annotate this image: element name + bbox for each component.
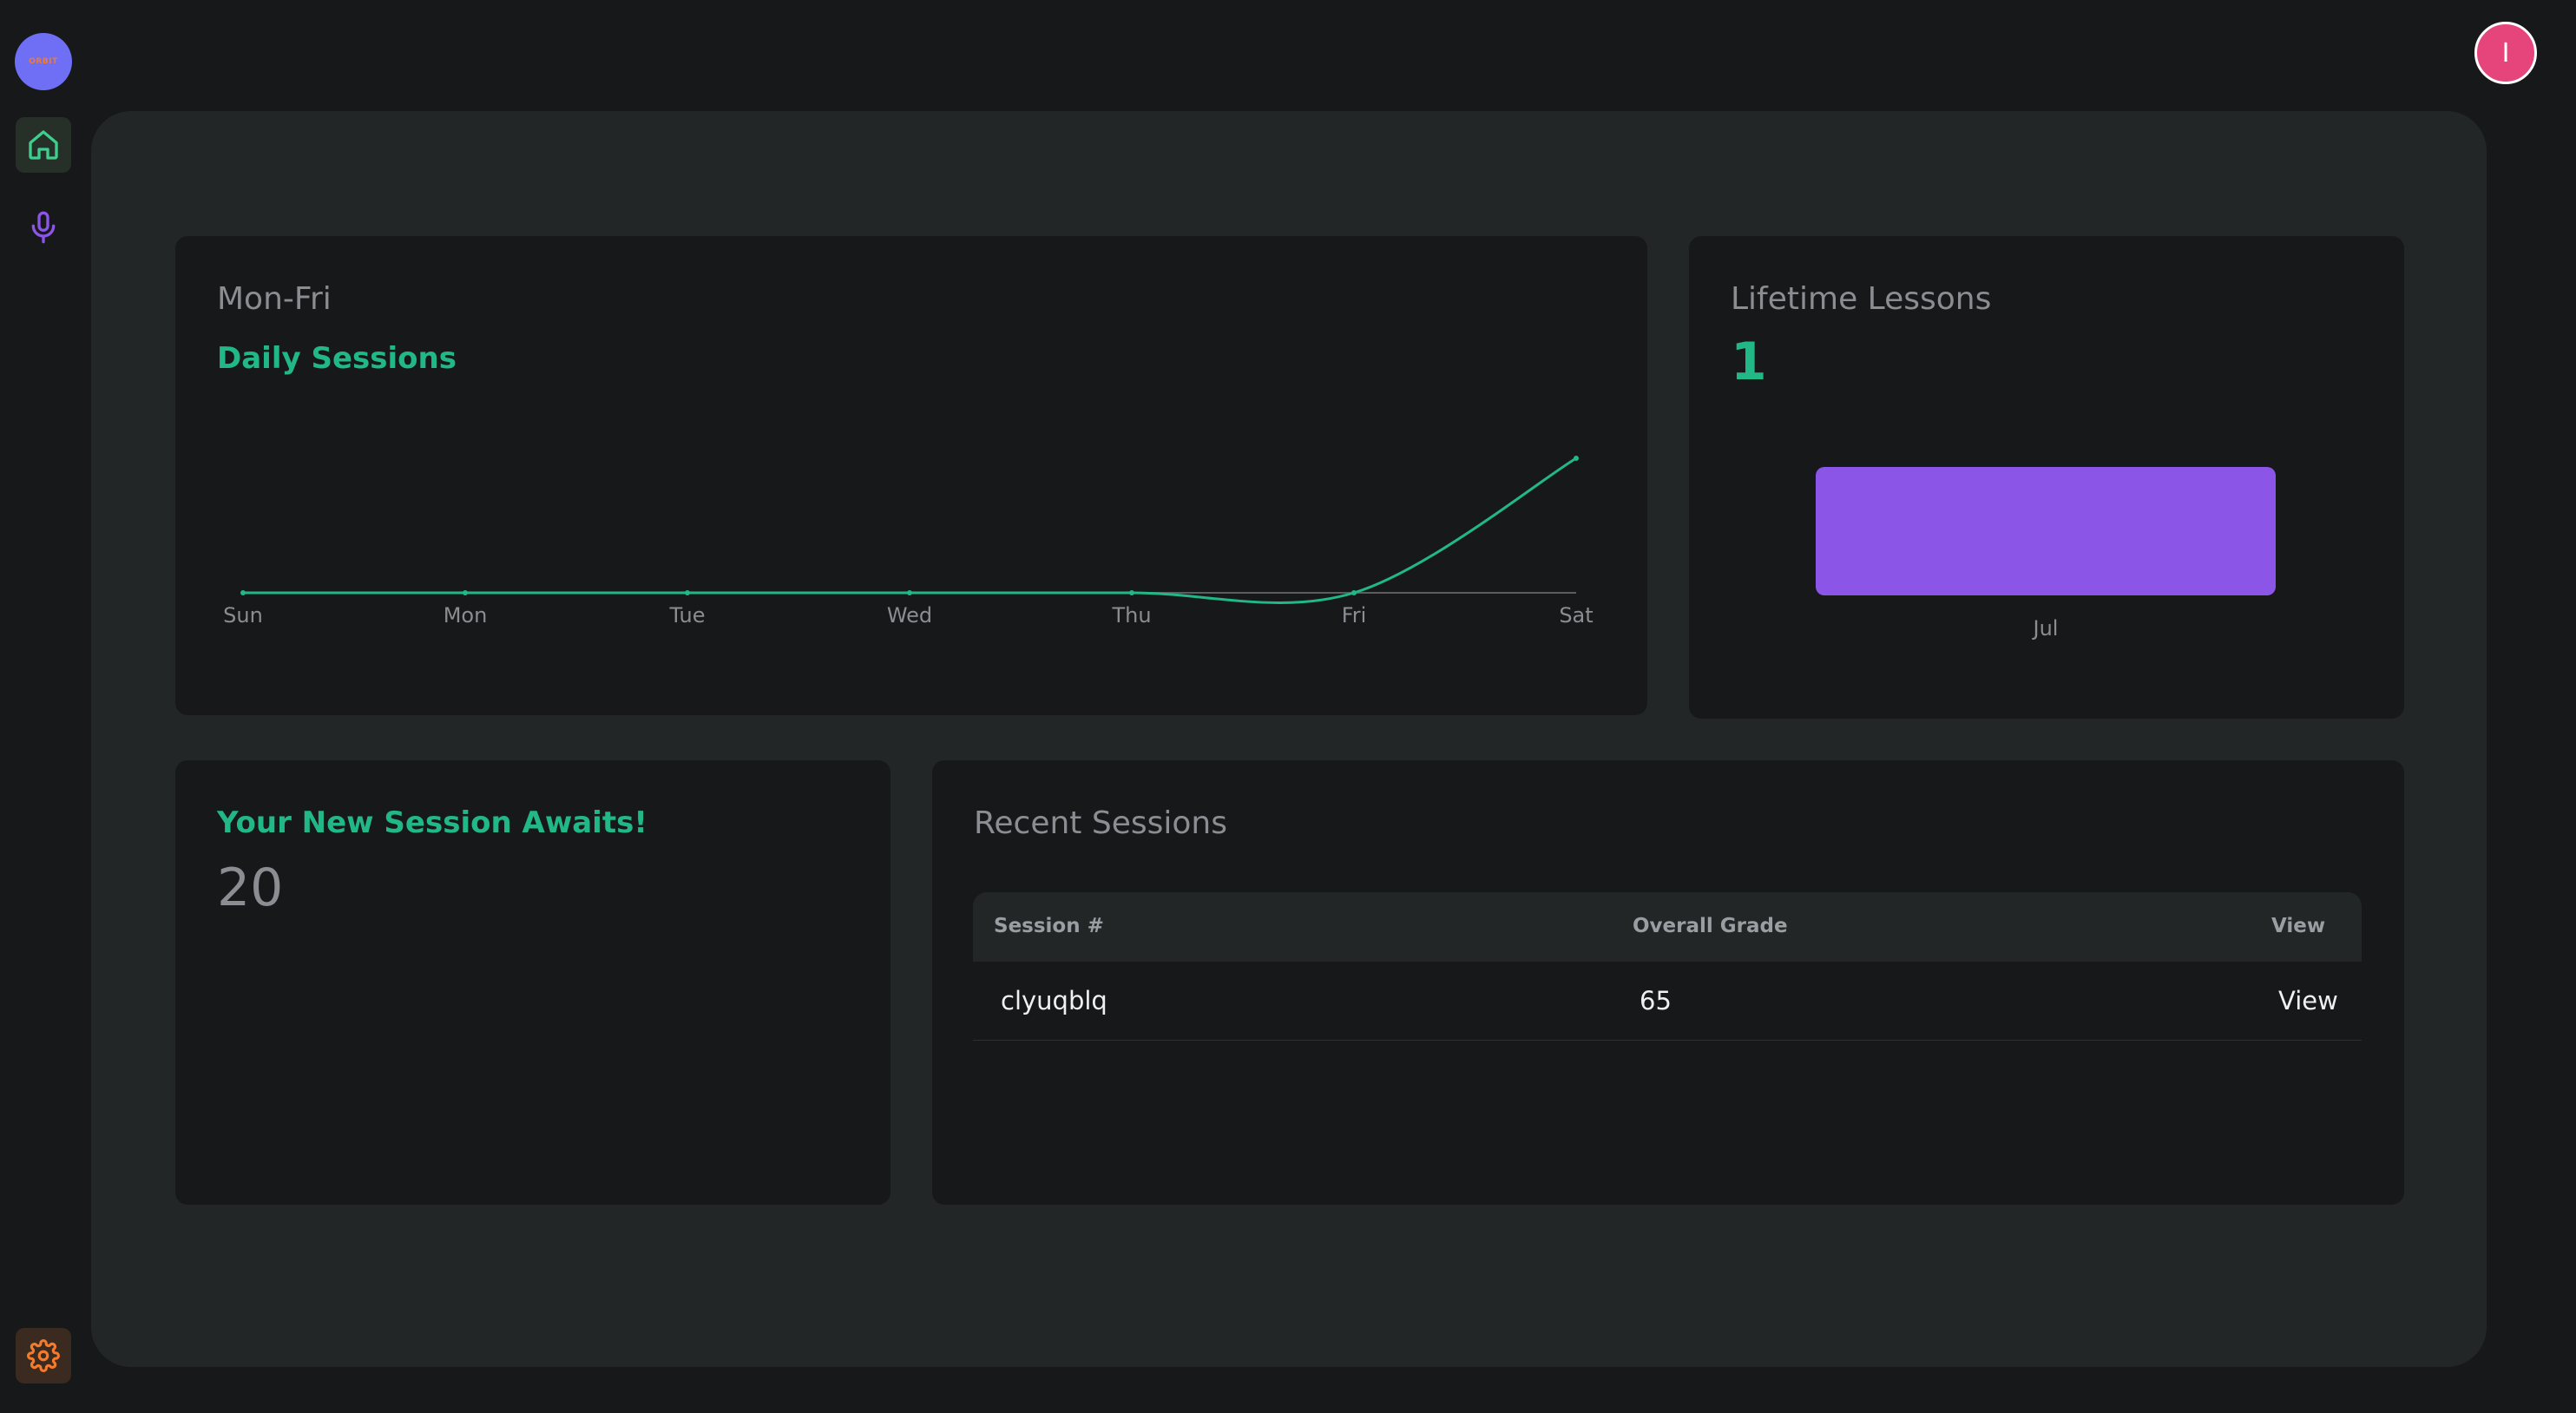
table-header: Session # Overall Grade View <box>973 892 2362 962</box>
table-row[interactable]: clyuqblq 65 View <box>973 962 2362 1041</box>
column-header-view: View <box>2271 915 2326 937</box>
x-tick-label-sun: Sun <box>223 603 263 628</box>
lifetime-value: 1 <box>1731 332 1767 392</box>
data-point-mon <box>463 590 468 595</box>
data-point-wed <box>907 590 912 595</box>
avatar-initial: I <box>2501 37 2510 69</box>
daily-subtitle: Mon-Fri <box>217 281 332 317</box>
sidebar-item-settings[interactable] <box>16 1328 71 1383</box>
session-id-cell: clyuqblq <box>1001 986 1107 1015</box>
x-tick-label-wed: Wed <box>887 603 932 628</box>
bar-jul <box>1816 467 2276 595</box>
data-point-tue <box>685 590 690 595</box>
home-icon <box>29 130 58 160</box>
data-point-thu <box>1129 590 1134 595</box>
x-tick-label-tue: Tue <box>669 603 706 628</box>
recent-sessions-card: Recent Sessions Session # Overall Grade … <box>932 760 2404 1205</box>
data-point-sat <box>1574 456 1579 461</box>
new-session-card: Your New Session Awaits! 20 <box>175 760 890 1205</box>
microphone-icon <box>31 211 56 244</box>
new-session-title: Your New Session Awaits! <box>217 805 647 840</box>
daily-sessions-chart: Sun Mon Tue Wed Thu Fri Sat <box>223 456 1594 628</box>
daily-sessions-line <box>242 457 1577 604</box>
sidebar: ORBIT <box>0 0 87 1413</box>
data-point-sun <box>240 590 246 595</box>
sidebar-item-home[interactable] <box>16 117 71 173</box>
x-tick-label-sat: Sat <box>1559 603 1593 628</box>
lifetime-lessons-card: Lifetime Lessons 1 Jul <box>1689 236 2404 719</box>
view-session-link[interactable]: View <box>2278 986 2338 1015</box>
recent-title: Recent Sessions <box>974 805 1227 841</box>
x-tick-label-mon: Mon <box>444 603 488 628</box>
column-header-grade: Overall Grade <box>1633 915 1788 937</box>
daily-sessions-card: Mon-Fri Daily Sessions Sun Mon Tue Wed Thu Fr… <box>175 236 1647 715</box>
user-avatar[interactable]: I <box>2474 22 2537 84</box>
app-logo[interactable]: ORBIT <box>15 33 72 90</box>
x-tick-label-thu: Thu <box>1111 603 1151 628</box>
data-point-fri <box>1351 590 1357 595</box>
sidebar-item-record[interactable] <box>16 200 71 255</box>
grade-cell: 65 <box>1640 986 1672 1015</box>
logo-text: ORBIT <box>29 57 58 66</box>
lifetime-title: Lifetime Lessons <box>1731 281 1992 317</box>
new-session-value: 20 <box>217 858 284 918</box>
lifetime-bar-chart: Jul <box>1689 236 2404 719</box>
x-tick-label-jul: Jul <box>2033 616 2059 641</box>
x-tick-label-fri: Fri <box>1342 603 1367 628</box>
gear-icon <box>27 1339 60 1372</box>
column-header-session: Session # <box>994 915 1104 937</box>
daily-title: Daily Sessions <box>217 341 457 376</box>
